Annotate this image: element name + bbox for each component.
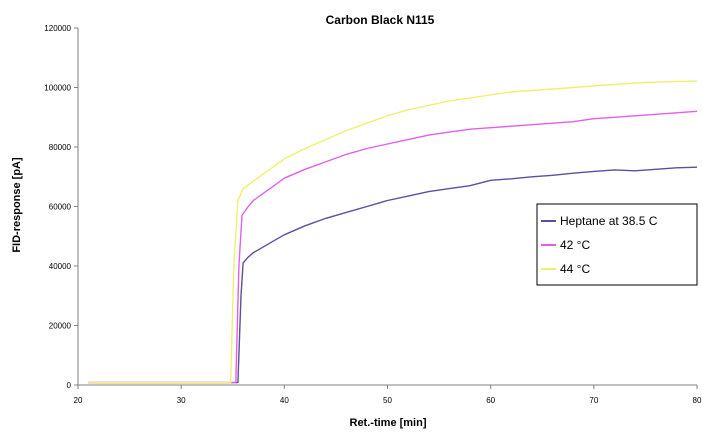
- y-tick-label: 80000: [49, 143, 72, 152]
- legend-item-label: 42 °C: [560, 238, 590, 252]
- y-axis-label: FID-response [pA]: [11, 157, 23, 253]
- y-tick-label: 20000: [49, 322, 72, 331]
- series-line-3: [88, 80, 698, 384]
- legend-item-label: Heptane at 38.5 C: [560, 214, 658, 228]
- x-ticks: 20 30 40 50 60 70 80: [74, 385, 702, 405]
- chart-title: Carbon Black N115: [326, 13, 435, 27]
- legend-item-label: 44 °C: [560, 262, 590, 276]
- series-line-2: [88, 110, 698, 384]
- x-tick-label: 40: [280, 396, 289, 405]
- legend: Heptane at 38.5 C 42 °C 44 °C: [536, 203, 698, 286]
- series-lines: [88, 80, 698, 384]
- y-tick-label: 60000: [49, 203, 72, 212]
- x-tick-label: 50: [383, 396, 392, 405]
- series-line-1: [88, 166, 698, 384]
- x-tick-label: 80: [693, 396, 702, 405]
- y-tick-label: 120000: [44, 24, 71, 33]
- x-tick-label: 30: [177, 396, 186, 405]
- x-tick-label: 20: [74, 396, 83, 405]
- y-tick-label: 100000: [44, 84, 71, 93]
- y-ticks: 0 20000 40000 60000 80000 100000 120000: [44, 24, 78, 390]
- legend-box: [536, 203, 698, 286]
- x-axis-label: Ret.-time [min]: [350, 417, 427, 429]
- x-tick-label: 60: [486, 396, 495, 405]
- x-tick-label: 70: [589, 396, 598, 405]
- y-tick-label: 0: [67, 381, 72, 390]
- y-tick-label: 40000: [49, 262, 72, 271]
